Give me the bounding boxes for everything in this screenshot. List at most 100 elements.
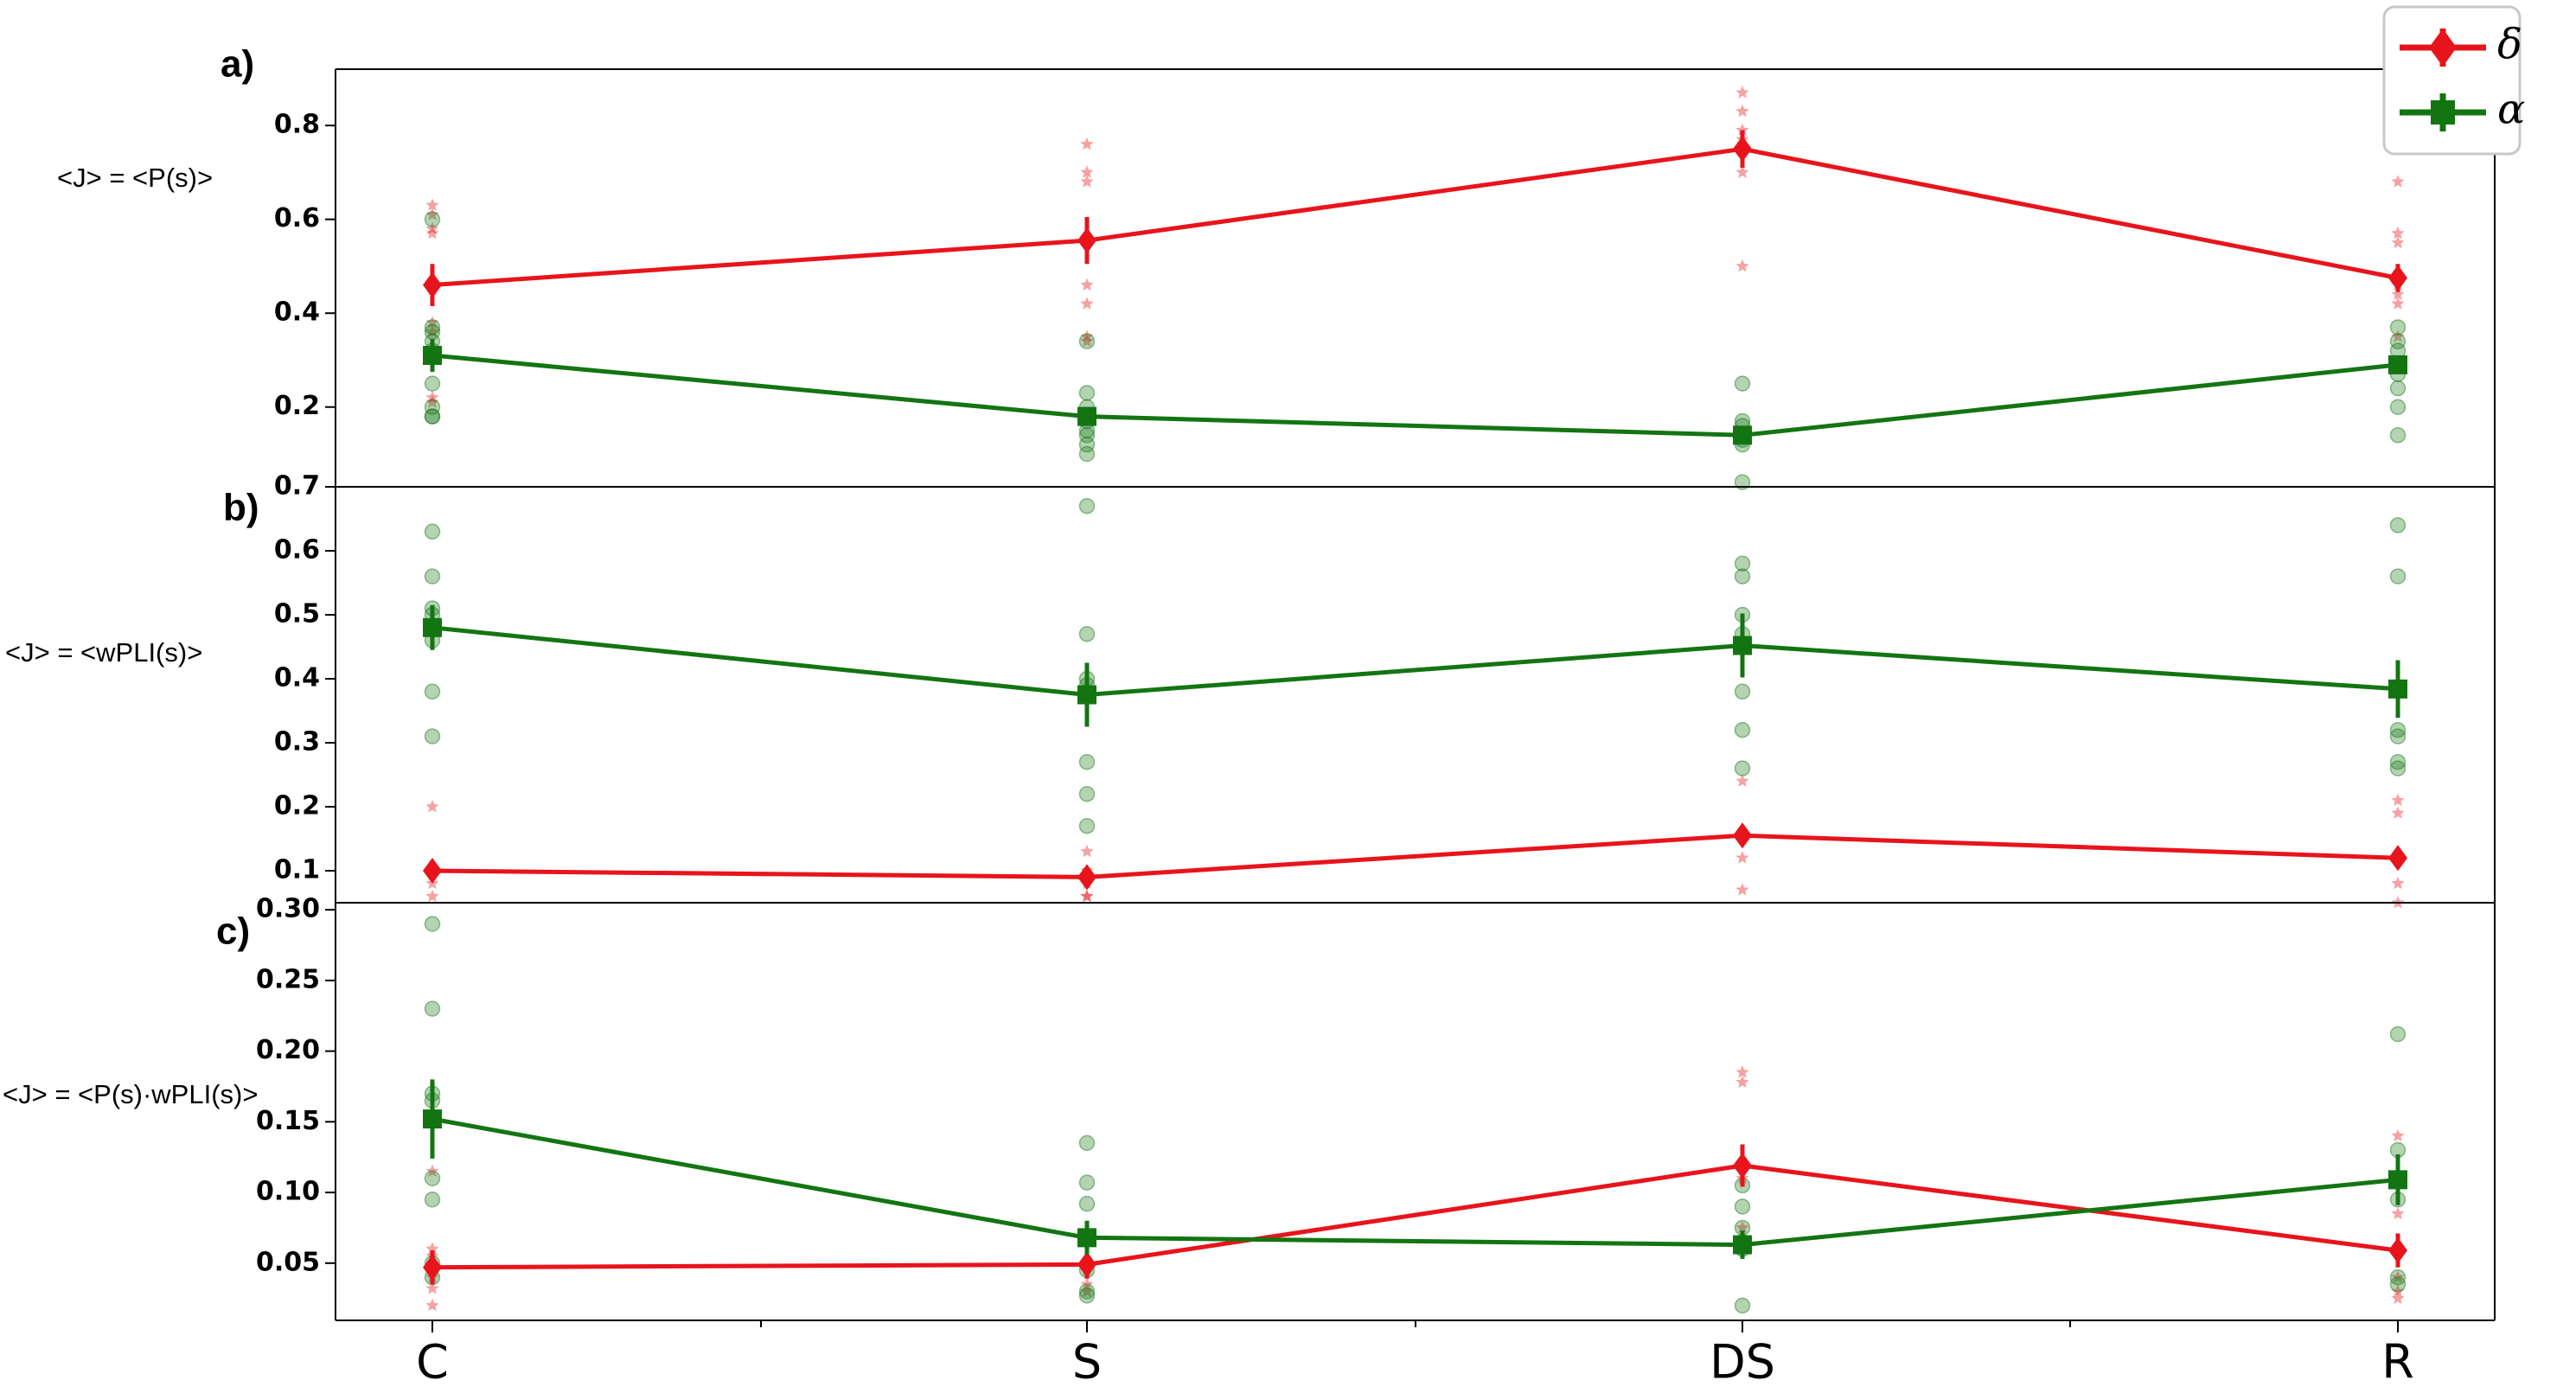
alpha-subject-point: [2389, 728, 2407, 744]
panel-label: a): [221, 43, 254, 86]
alpha-subject-point: [424, 408, 441, 425]
alpha-mean-marker: [2388, 355, 2407, 374]
delta-subject-point: [1080, 165, 1094, 178]
delta-subject-point: [2391, 1206, 2405, 1220]
y-tick-label: 0.10: [256, 1177, 320, 1207]
delta-mean-line: [431, 1163, 2399, 1270]
delta-subject-point: [1080, 278, 1094, 291]
legend-label: α: [2497, 86, 2525, 134]
alpha-subject-point: [2389, 517, 2407, 534]
alpha-subject-point: [2389, 427, 2407, 444]
y-tick-label: 0.2: [274, 391, 320, 421]
alpha-subject-point: [1078, 1174, 1096, 1191]
alpha-subject-point: [1734, 760, 1751, 776]
alpha-subject-point: [424, 1191, 441, 1208]
alpha-mean-line: [431, 625, 2399, 697]
delta-subject-point: [1080, 1277, 1094, 1290]
alpha-subject-point: [1078, 1288, 1096, 1304]
delta-subject-point: [2391, 287, 2405, 300]
delta-subject-point: [2391, 297, 2405, 310]
alpha-subject-point: [2389, 1026, 2407, 1043]
delta-subject-point: [2391, 876, 2405, 890]
alpha-mean-marker: [1733, 1235, 1752, 1255]
alpha-mean-marker: [2388, 679, 2407, 699]
panel-label: c): [216, 911, 250, 953]
y-tick-label: 0.6: [274, 203, 320, 233]
alpha-subject-point: [1078, 1134, 1096, 1152]
delta-mean-marker: [1733, 1153, 1752, 1179]
alpha-mean-marker: [1733, 425, 1752, 445]
delta-subject-point: [425, 1242, 439, 1255]
delta-subject-point: [1080, 329, 1094, 342]
alpha-subject-point: [2389, 1276, 2407, 1293]
delta-subject-point: [2391, 226, 2405, 240]
panel-3: c) <J> = <P(s)·wPLI(s)> 0.05 0.10 0.15 0.20 0.…: [3, 894, 2496, 1321]
delta-subject-point: [1735, 851, 1749, 864]
y-axis-label: <J> = <wPLI(s)>: [5, 637, 202, 668]
alpha-mean-marker: [1733, 636, 1752, 655]
delta-subject-point: [2391, 1291, 2405, 1305]
y-tick-label: 0.05: [256, 1247, 320, 1277]
delta-subject-point: [425, 800, 439, 813]
alpha-subject-point: [2389, 760, 2407, 776]
delta-subject-point: [1080, 297, 1094, 310]
delta-subject-point: [1080, 889, 1094, 903]
delta-subject-point: [1735, 259, 1749, 272]
alpha-subject-point: [1078, 436, 1096, 453]
legend-label: δ: [2497, 21, 2522, 69]
alpha-subject-point: [2389, 721, 2407, 738]
delta-mean-marker: [1077, 864, 1096, 891]
delta-subject-point: [1735, 123, 1749, 136]
y-tick-label: 0.15: [256, 1106, 320, 1136]
delta-subject-point: [1080, 1284, 1094, 1297]
alpha-subject-point: [2389, 319, 2407, 335]
delta-subject-point: [2391, 175, 2405, 188]
y-tick-label: 0.8: [274, 110, 320, 140]
delta-subject-point: [1080, 137, 1094, 150]
legend-item: α: [2400, 86, 2525, 134]
alpha-mean-marker: [1077, 1228, 1096, 1248]
delta-subject-point: [425, 1298, 439, 1312]
alpha-mean-line: [431, 353, 2399, 438]
alpha-subject-point: [424, 916, 441, 932]
delta-subject-point: [425, 1281, 439, 1294]
alpha-subject-point: [1734, 555, 1751, 572]
delta-mean-marker: [2388, 265, 2407, 291]
delta-subject-point: [425, 324, 439, 338]
delta-subject-point: [425, 208, 439, 220]
alpha-subject-point: [1734, 1198, 1751, 1215]
panel-2: b) <J> = <wPLI(s)> 0.1 0.2 0.3 0.4 0.5 0.6 0.7: [5, 471, 2496, 909]
alpha-mean-marker: [423, 346, 442, 366]
alpha-subject-point: [1734, 721, 1751, 738]
alpha-subject-point: [2389, 753, 2407, 770]
delta-mean-marker: [2388, 845, 2407, 872]
delta-mean-marker: [1077, 227, 1096, 254]
y-tick-label: 0.30: [256, 894, 320, 924]
y-tick-label: 0.1: [274, 855, 320, 885]
alpha-subject-point: [424, 728, 441, 744]
y-axis-label: <J> = <P(s)>: [57, 163, 213, 193]
delta-mean-marker: [1733, 822, 1752, 849]
delta-mean-marker: [1733, 136, 1752, 163]
alpha-subject-point: [424, 375, 441, 392]
y-tick-label: 0.4: [274, 663, 320, 693]
panel-label: b): [223, 487, 259, 529]
delta-subject-point: [2391, 1128, 2405, 1142]
y-tick-label: 0.5: [274, 599, 320, 629]
delta-subject-point: [1735, 86, 1749, 99]
alpha-subject-point: [1078, 817, 1096, 834]
alpha-subject-point: [424, 1170, 441, 1186]
y-tick-label: 0.6: [274, 535, 320, 566]
alpha-subject-point: [424, 211, 441, 227]
delta-subject-point: [425, 889, 439, 903]
delta-subject-point: [2391, 793, 2405, 807]
delta-mean-marker: [423, 858, 442, 884]
panel-1: a) <J> = <P(s)> 0.2 0.4 0.6 0.8: [57, 43, 2496, 490]
delta-subject-point: [2391, 1270, 2405, 1283]
alpha-mean-line: [431, 1116, 2399, 1248]
legend-box: [2382, 5, 2522, 156]
delta-subject-point: [1735, 104, 1749, 118]
delta-subject-point: [1735, 1075, 1749, 1089]
legend-marker: [2431, 100, 2455, 125]
delta-subject-point: [425, 390, 439, 404]
